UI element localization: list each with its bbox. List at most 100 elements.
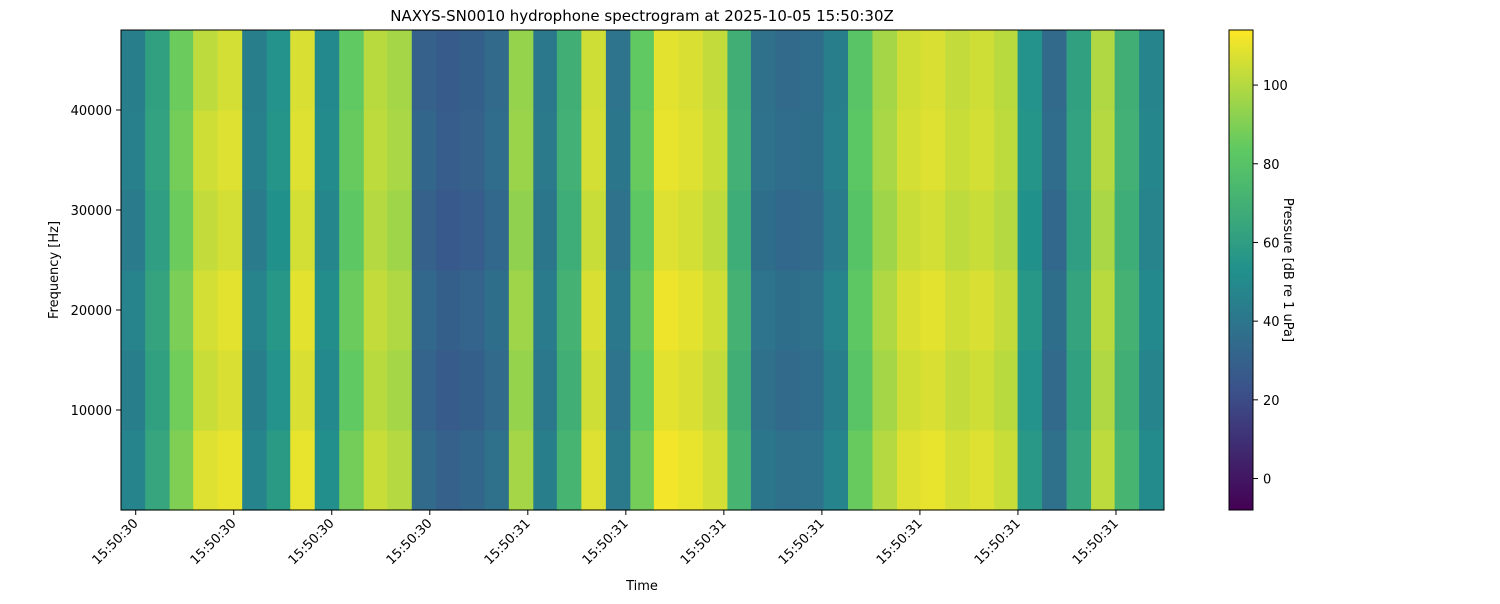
heatmap-cell — [920, 350, 946, 431]
heatmap-cell — [314, 270, 340, 351]
heatmap-cell — [897, 350, 922, 431]
heatmap-cell — [823, 30, 849, 111]
heatmap-cell — [605, 110, 631, 191]
heatmap-cell — [145, 110, 170, 191]
heatmap-cell — [702, 270, 728, 351]
heatmap-cell — [556, 270, 582, 351]
heatmap-cell — [581, 270, 607, 351]
heatmap-cell — [945, 110, 970, 191]
heatmap-cell — [1042, 190, 1067, 271]
heatmap-cell — [169, 350, 195, 431]
heatmap-cell — [799, 430, 825, 511]
heatmap-cell — [290, 350, 316, 431]
heatmap-cell — [363, 190, 389, 271]
heatmap-cell — [169, 110, 195, 191]
heatmap-cell — [1091, 110, 1116, 191]
heatmap-cell — [508, 30, 534, 111]
heatmap-cell — [823, 110, 849, 191]
colorbar-tick-label: 0 — [1263, 473, 1271, 488]
heatmap-cell — [193, 190, 219, 271]
heatmap-cell — [290, 430, 316, 511]
heatmap-cell — [969, 430, 995, 511]
heatmap-cell — [193, 110, 219, 191]
heatmap-cell — [339, 190, 365, 271]
heatmap-cell — [1066, 350, 1092, 431]
heatmap-cell — [266, 110, 292, 191]
heatmap-cell — [702, 30, 728, 111]
heatmap-cell — [508, 270, 534, 351]
x-tick-label: 15:50:31 — [1070, 516, 1122, 568]
heatmap-cell — [872, 430, 898, 511]
heatmap-cell — [969, 190, 995, 271]
heatmap-cell — [339, 110, 365, 191]
x-axis-label: Time — [625, 579, 658, 594]
heatmap-cell — [242, 430, 268, 511]
heatmap-cell — [872, 110, 898, 191]
heatmap-cell — [120, 30, 146, 111]
heatmap-cell — [533, 30, 559, 111]
heatmap-cell — [387, 30, 413, 111]
heatmap-cell — [217, 430, 243, 511]
heatmap-cell — [1017, 350, 1043, 431]
heatmap-cell — [945, 270, 970, 351]
heatmap-cell — [1139, 190, 1164, 271]
x-tick-label: 15:50:31 — [580, 516, 632, 568]
heatmap-cell — [1139, 430, 1164, 511]
heatmap-cell — [411, 30, 437, 111]
heatmap-cell — [605, 190, 631, 271]
plot-frame — [120, 29, 1165, 511]
heatmap-cell — [1091, 270, 1116, 351]
heatmap-cell — [1114, 190, 1140, 271]
heatmap-cell — [411, 270, 437, 351]
heatmap-cell — [581, 110, 607, 191]
heatmap-cell — [823, 190, 849, 271]
heatmap-cell — [411, 350, 437, 431]
heatmap-cell — [169, 30, 195, 111]
colorbar-tick-label: 60 — [1263, 236, 1280, 251]
heatmap-cell — [1017, 30, 1043, 111]
heatmap-cell — [411, 190, 437, 271]
heatmap-cell — [266, 270, 292, 351]
heatmap-cell — [533, 350, 559, 431]
heatmap-cell — [436, 350, 462, 431]
heatmap-cell — [823, 350, 849, 431]
heatmap-cell — [994, 190, 1019, 271]
heatmap-cell — [339, 350, 365, 431]
heatmap-cell — [459, 190, 485, 271]
heatmap-cell — [823, 270, 849, 351]
colorbar-tick-label: 80 — [1263, 158, 1280, 173]
heatmap-cell — [459, 110, 485, 191]
heatmap-cell — [678, 430, 704, 511]
chart-title: NAXYS-SN0010 hydrophone spectrogram at 2… — [390, 7, 894, 25]
heatmap-cell — [533, 270, 559, 351]
heatmap-cell — [994, 110, 1019, 191]
heatmap-cell — [581, 350, 607, 431]
heatmap-cell — [266, 430, 292, 511]
heatmap-cell — [459, 350, 485, 431]
heatmap-cell — [1042, 430, 1067, 511]
heatmap-cell — [145, 190, 170, 271]
heatmap-cell — [145, 430, 170, 511]
y-tick-label: 20000 — [71, 304, 112, 319]
heatmap-cell — [193, 350, 219, 431]
heatmap-cell — [242, 110, 268, 191]
heatmap-cell — [1066, 190, 1092, 271]
heatmap-cell — [266, 350, 292, 431]
heatmap-cell — [1139, 110, 1164, 191]
heatmap-cell — [533, 190, 559, 271]
heatmap-cell — [775, 430, 801, 511]
heatmap-cell — [727, 110, 753, 191]
heatmap-cell — [169, 270, 195, 351]
heatmap-cell — [994, 430, 1019, 511]
heatmap-cell — [193, 30, 219, 111]
heatmap-cell — [145, 270, 170, 351]
heatmap-cell — [1091, 30, 1116, 111]
heatmap-cell — [436, 110, 462, 191]
heatmap-cell — [363, 110, 389, 191]
heatmap-cell — [847, 350, 873, 431]
colorbar-tick-label: 100 — [1263, 79, 1288, 94]
heatmap-cell — [459, 430, 485, 511]
heatmap-cell — [799, 190, 825, 271]
heatmap-cell — [897, 190, 922, 271]
